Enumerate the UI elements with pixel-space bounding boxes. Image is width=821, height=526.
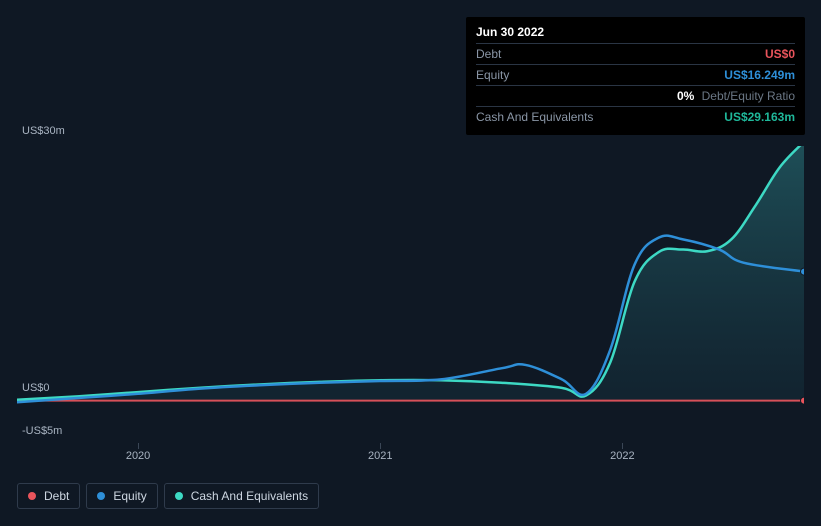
legend-item-equity[interactable]: Equity [86, 483, 157, 509]
tooltip-row-label [476, 89, 606, 103]
x-axis-tick [622, 443, 623, 449]
tooltip-row: Equity US$16.249m [476, 64, 795, 85]
data-tooltip: Jun 30 2022 Debt US$0 Equity US$16.249m 0% D… [466, 17, 805, 135]
tooltip-row-label: Equity [476, 68, 606, 82]
x-axis-tick [138, 443, 139, 449]
legend-dot-icon [175, 492, 183, 500]
tooltip-row-label: Cash And Equivalents [476, 110, 606, 124]
legend: Debt Equity Cash And Equivalents [17, 483, 319, 509]
legend-item-debt[interactable]: Debt [17, 483, 80, 509]
chart-plot-area [17, 146, 804, 443]
x-axis-tick [380, 443, 381, 449]
legend-label: Equity [113, 489, 146, 503]
debt-end-marker [801, 397, 805, 404]
legend-label: Debt [44, 489, 69, 503]
tooltip-row: Debt US$0 [476, 43, 795, 64]
legend-label: Cash And Equivalents [191, 489, 308, 503]
tooltip-row-value: US$0 [765, 47, 795, 61]
tooltip-row-value: US$29.163m [724, 110, 795, 124]
tooltip-row: Cash And Equivalents US$29.163m [476, 106, 795, 127]
y-axis-label: US$30m [22, 125, 65, 137]
legend-dot-icon [28, 492, 36, 500]
x-axis-label: 2022 [610, 450, 634, 462]
x-axis-label: 2020 [126, 450, 150, 462]
x-axis-label: 2021 [368, 450, 392, 462]
tooltip-row-extra: Debt/Equity Ratio [698, 89, 795, 103]
cash-area-fill [17, 146, 804, 401]
chart-svg [17, 146, 804, 443]
tooltip-date: Jun 30 2022 [476, 25, 795, 39]
equity-end-marker [801, 268, 805, 275]
legend-item-cash[interactable]: Cash And Equivalents [164, 483, 319, 509]
tooltip-row-value: US$16.249m [724, 68, 795, 82]
tooltip-row: 0% Debt/Equity Ratio [476, 85, 795, 106]
tooltip-row-label: Debt [476, 47, 606, 61]
legend-dot-icon [97, 492, 105, 500]
tooltip-row-value: 0% Debt/Equity Ratio [677, 89, 795, 103]
